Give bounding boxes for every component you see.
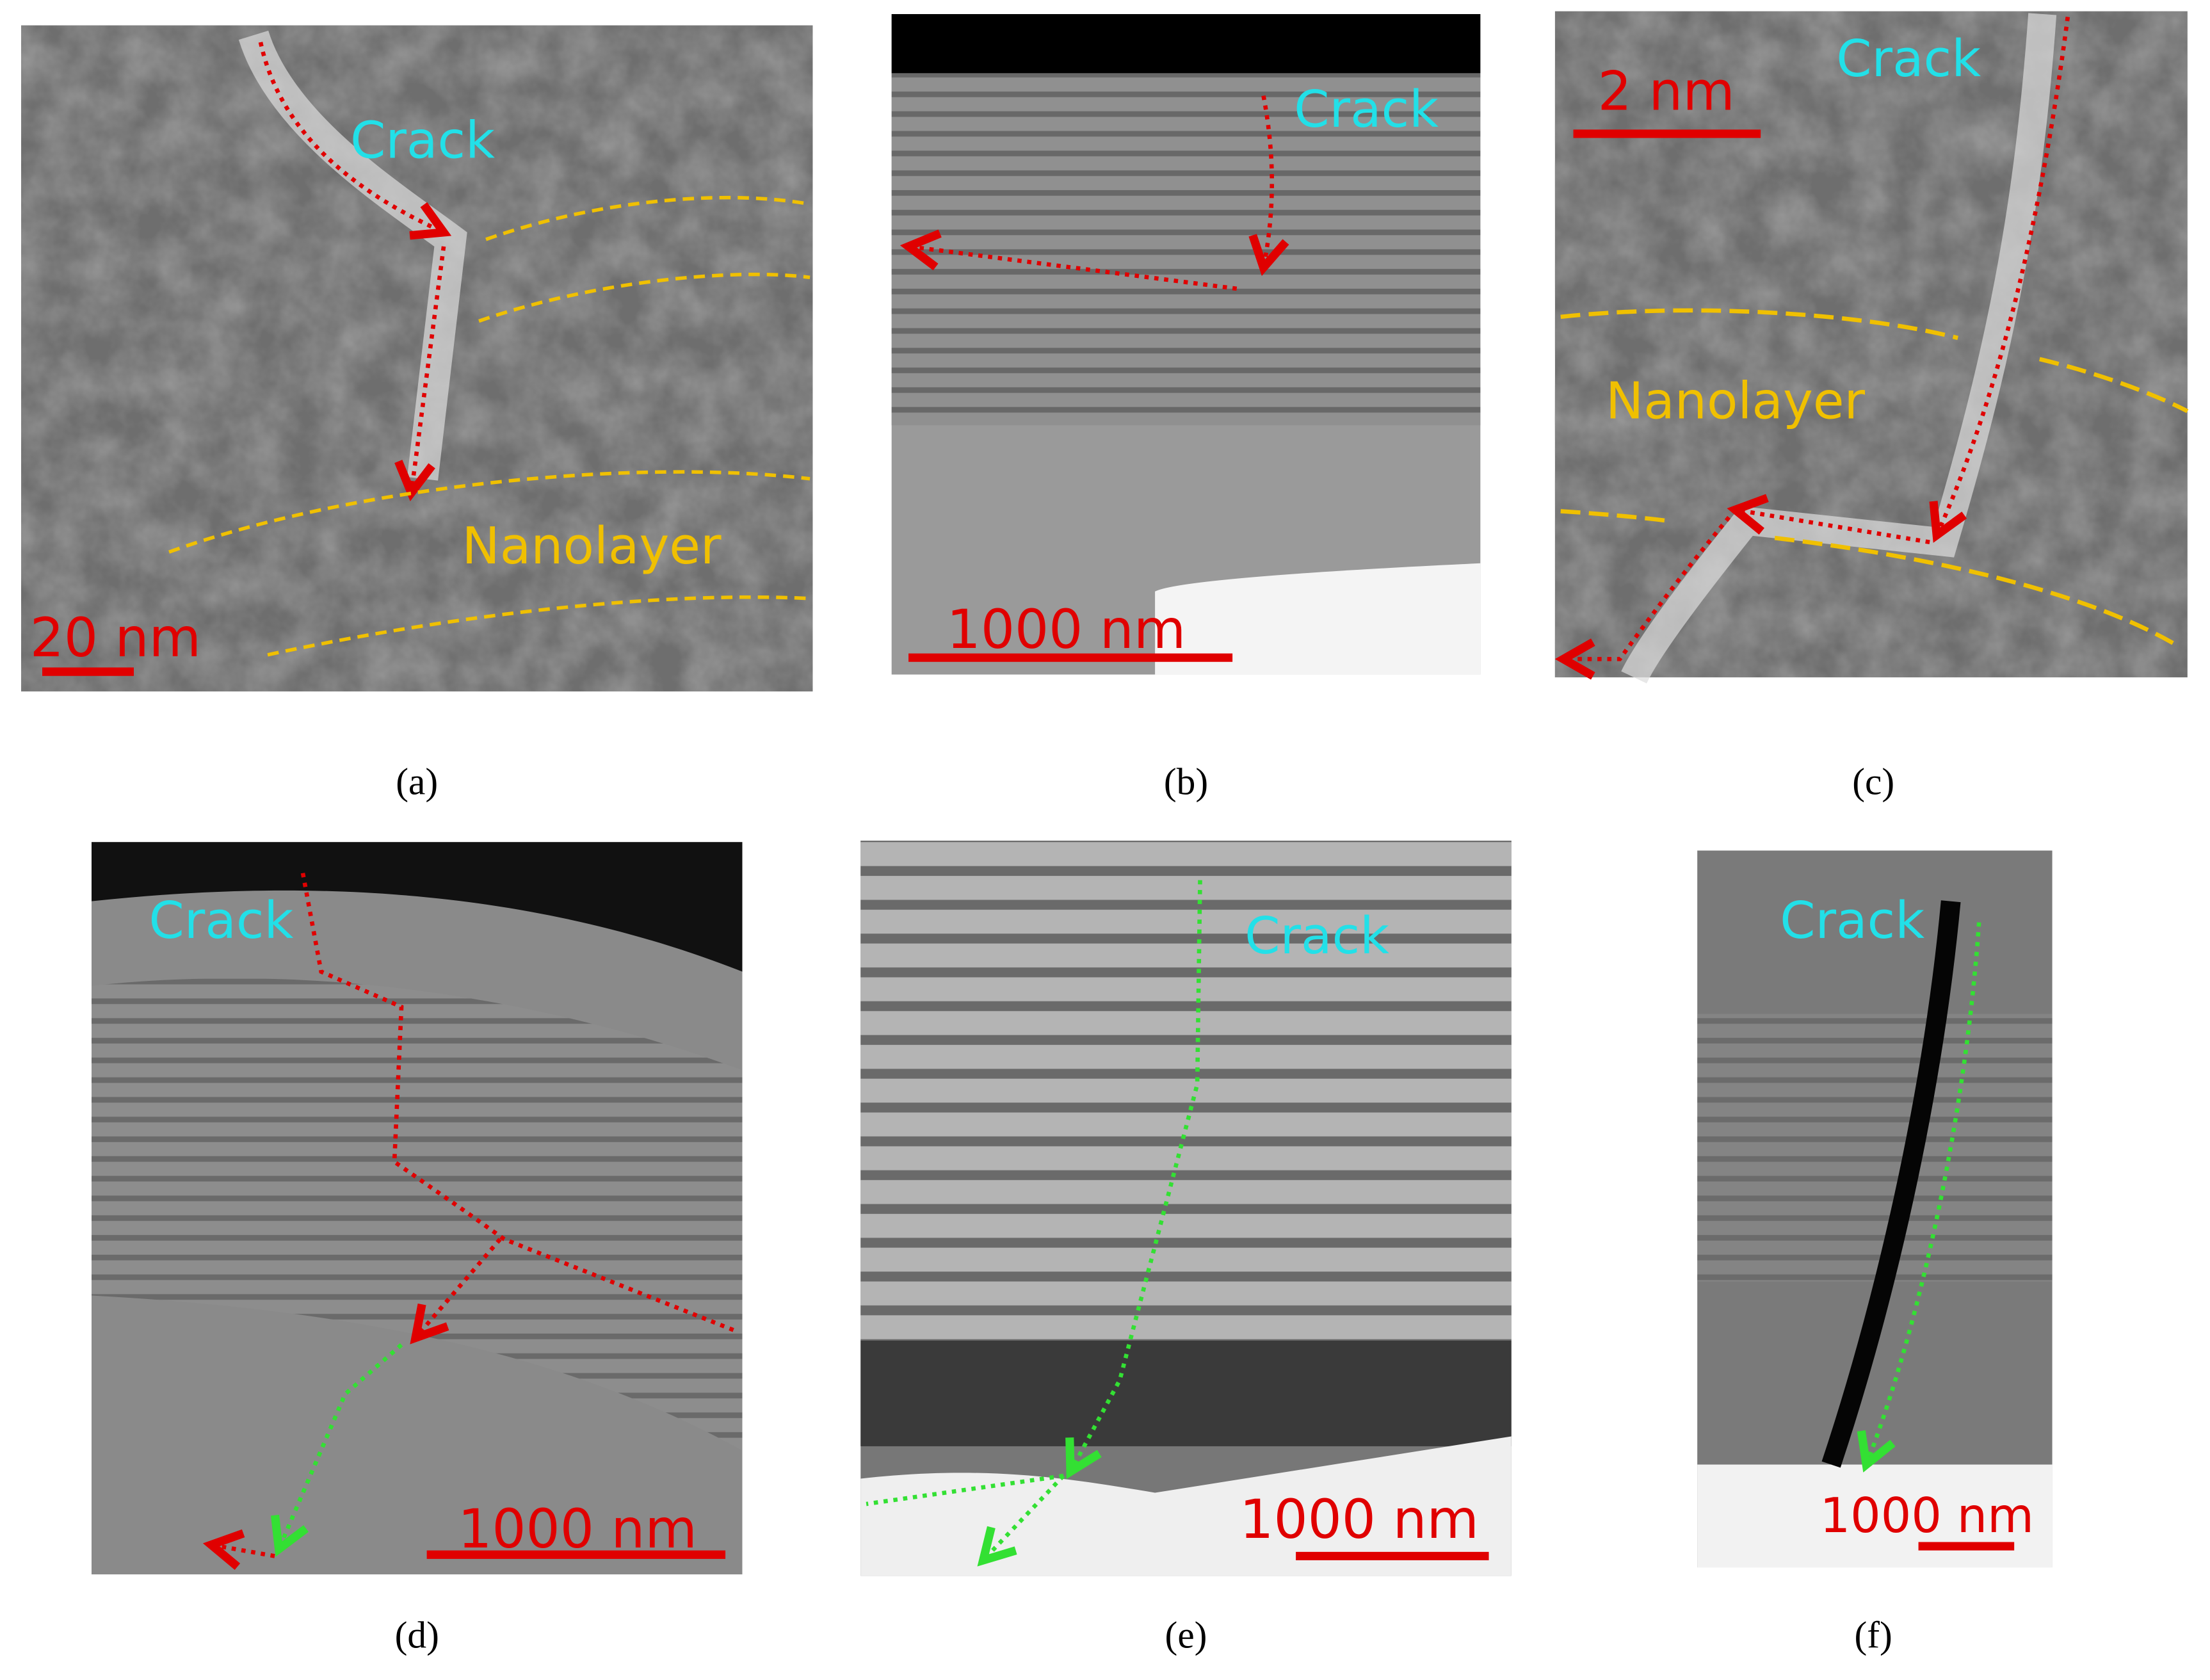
crack-label: Crack [149,891,294,950]
arrow [1070,880,1202,1472]
background [92,842,743,972]
panel-caption: (a) [396,761,438,803]
layers [1697,1014,2053,1282]
arrow [1866,922,1981,1465]
panel-d: Crack 1000 nm (d) [92,842,743,1656]
scale-bar-label: 2 nm [1598,60,1735,123]
arrow [411,246,446,493]
scale-bar-label: 20 nm [30,606,201,669]
layer-boundary [168,195,811,657]
substrate [1155,563,1481,675]
nanolayer-label: Nanolayer [1606,371,1866,430]
crack-label: Crack [1780,891,1924,950]
arrow [1264,95,1272,268]
arrow [866,1473,1065,1560]
dark-layer [860,1340,1512,1446]
texture [1554,11,2188,677]
arrow [211,1545,275,1556]
background [891,13,1481,74]
layers [92,978,743,1451]
layers [891,73,1481,426]
panel-caption: (c) [1852,761,1894,803]
crack [1821,900,1961,1468]
arrow [258,42,444,232]
panel-b: Crack 1000 nm (b) [891,13,1481,803]
crack-label: Crack [350,110,495,170]
scale-bar-label: 1000 nm [458,1498,697,1560]
panel-f: Crack 1000 nm (f) [1697,850,2053,1656]
layers [860,841,1512,1341]
panel-caption: (e) [1165,1613,1207,1656]
layer-boundary [1560,308,2189,647]
crack-label: Crack [1294,79,1439,139]
panel-caption: (d) [395,1613,439,1656]
arrow [1736,510,1930,545]
panel-a: Crack Nanolayer 20 nm (a) [21,25,813,803]
panel-caption: (b) [1164,761,1208,803]
nanolayer-label: Nanolayer [462,516,722,576]
crack-label: Crack [1245,906,1389,965]
crack-label: Crack [1836,29,1981,88]
panel-e: Crack 1000 nm (e) [860,841,1512,1656]
scale-bar-label: 1000 nm [1239,1488,1479,1551]
scale-bar-label: 1000 nm [947,598,1186,661]
substrate [1697,1464,2053,1568]
texture [21,25,813,691]
substrate [860,1436,1512,1576]
panel-caption: (f) [1855,1613,1892,1656]
scale-bar-label: 1000 nm [1820,1488,2034,1544]
arrow [300,873,736,1338]
panel-c: Crack Nanolayer 2 nm (c) [1554,11,2189,803]
